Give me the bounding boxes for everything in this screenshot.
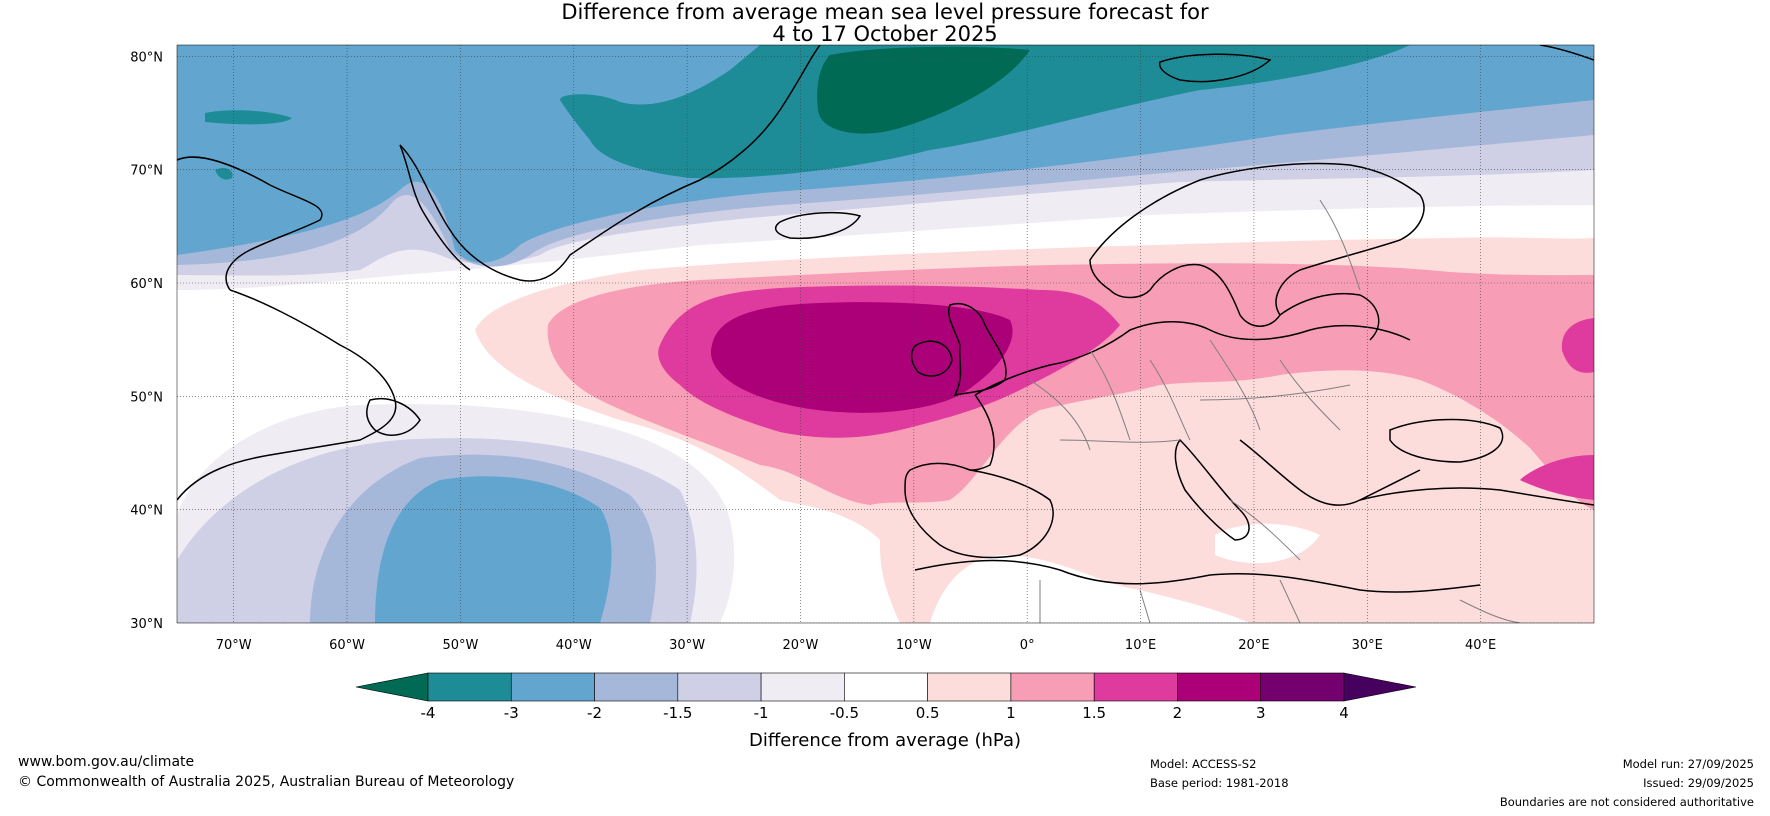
- footer-model: Model: ACCESS-S2: [1150, 757, 1257, 771]
- border-3: [1149, 359, 1191, 441]
- map-title-line-2: 4 to 17 October 2025: [772, 22, 998, 46]
- longitude-labels: 70°W 60°W 50°W 40°W 30°W 20°W 10°W 0° 10°E 20°E 30…: [216, 638, 1497, 653]
- colorbar-swatch: [1177, 672, 1262, 702]
- coast-greenland-west: [399, 144, 471, 271]
- latitude-label: 60°N: [130, 277, 163, 292]
- longitude-label: 30°E: [1352, 638, 1383, 653]
- latitude-label: 70°N: [130, 164, 163, 179]
- border-4: [1209, 339, 1261, 431]
- contour-minus-3: [560, 45, 1410, 179]
- border-8: [1319, 199, 1361, 291]
- coast-novaya: [1539, 45, 1594, 61]
- coast-italy: [1174, 438, 1250, 541]
- border-12: [1279, 579, 1301, 623]
- colorbar-tick-label: -3: [504, 704, 519, 722]
- footer-copyright: © Commonwealth of Australia 2025, Austra…: [18, 774, 515, 790]
- border-9: [1229, 499, 1301, 561]
- coast-france-west: [969, 394, 995, 471]
- border-13: [1459, 599, 1521, 623]
- coast-labrador: [177, 289, 397, 501]
- colorbar-swatch: [427, 672, 512, 702]
- colorbar-swatch: [844, 672, 928, 702]
- border-1: [1029, 379, 1091, 451]
- colorbar-tick-label: 1.5: [1082, 704, 1106, 722]
- footer-issued: Issued: 29/09/2025: [1643, 776, 1754, 790]
- colorbar-tick-label: -4: [421, 704, 436, 722]
- coast-europe-atlantic: [974, 321, 1411, 396]
- colorbar-tick-label: -2: [587, 704, 602, 722]
- latitude-label: 40°N: [130, 504, 163, 519]
- longitude-label: 60°W: [329, 638, 365, 653]
- contour-plus-1-5-east: [1561, 318, 1594, 373]
- latitude-label: 30°N: [130, 617, 163, 632]
- contour-plus-1-5-se: [1520, 455, 1594, 500]
- colorbar-swatch: [1093, 672, 1178, 702]
- colorbar-tick-label: -1.5: [663, 704, 692, 722]
- colorbar-tick-label: 4: [1339, 704, 1349, 722]
- graticule: [177, 45, 1594, 623]
- longitude-label: 50°W: [442, 638, 478, 653]
- contour-minus-3-small-2: [215, 167, 233, 180]
- border-2: [1089, 349, 1131, 441]
- pressure-anomaly-field: [177, 45, 1594, 623]
- footer-website: www.bom.gov.au/climate: [18, 754, 195, 770]
- map-title-line-1: Difference from average mean sea level p…: [561, 0, 1209, 24]
- coast-balkans: [1239, 439, 1421, 506]
- coast-black-sea: [1389, 418, 1504, 463]
- coast-turkey: [1359, 487, 1594, 506]
- coast-newfoundland: [365, 398, 421, 436]
- colorbar-tick-label: -0.5: [830, 704, 859, 722]
- map-panel: [176, 44, 1595, 624]
- longitude-label: 20°W: [783, 638, 819, 653]
- colorbar-swatch: [677, 672, 762, 702]
- colorbar-swatch: [594, 672, 679, 702]
- border-11: [1139, 589, 1151, 623]
- longitude-label: 40°W: [556, 638, 592, 653]
- colorbar-tick-label: 2: [1173, 704, 1183, 722]
- footer-base-period: Base period: 1981-2018: [1150, 776, 1289, 790]
- contour-minus-3-small: [205, 110, 292, 125]
- coast-baltic: [1279, 292, 1380, 341]
- coast-ireland: [910, 340, 953, 377]
- colorbar-extend-max: [1343, 672, 1417, 702]
- contour-minus-4: [817, 46, 1030, 134]
- colorbar-swatch: [1260, 672, 1345, 702]
- longitude-label: 0°: [1020, 638, 1035, 653]
- contour-plus-0-5-north-africa: [930, 555, 1250, 623]
- latitude-label: 80°N: [130, 50, 163, 65]
- colorbar: -4 -3 -2 -1.5 -1 -0.5 0.5 1 1.5 2 3 4: [355, 672, 1417, 722]
- latitude-label: 50°N: [130, 390, 163, 405]
- colorbar-tick-label: 1: [1006, 704, 1016, 722]
- coast-canada-arctic: [177, 156, 323, 291]
- colorbar-swatch: [760, 672, 845, 702]
- coast-north-africa: [914, 559, 1481, 593]
- coast-svalbard: [1158, 53, 1272, 83]
- footer-model-run: Model run: 27/09/2025: [1622, 757, 1754, 771]
- colorbar-swatch: [927, 672, 1012, 702]
- colorbar-extend-min: [355, 672, 429, 702]
- longitude-label: 30°W: [669, 638, 705, 653]
- latitude-labels: 80°N 70°N 60°N 50°N 40°N 30°N: [130, 50, 163, 632]
- border-5: [1279, 359, 1341, 431]
- colorbar-swatch: [1010, 672, 1095, 702]
- colorbar-label: Difference from average (hPa): [749, 730, 1021, 751]
- colorbar-swatch: [510, 672, 595, 702]
- colorbar-tick-label: -1: [754, 704, 769, 722]
- coast-scandinavia: [1089, 162, 1425, 327]
- longitude-label: 20°E: [1238, 638, 1269, 653]
- footer-disclaimer: Boundaries are not considered authoritat…: [1499, 795, 1754, 809]
- map-frame: [176, 44, 1595, 624]
- contour-plus-2: [710, 302, 1013, 413]
- longitude-label: 40°E: [1465, 638, 1496, 653]
- longitude-label: 10°E: [1125, 638, 1156, 653]
- colorbar-tick-label: 0.5: [916, 704, 940, 722]
- longitude-label: 10°W: [896, 638, 932, 653]
- coast-iceland: [774, 211, 862, 240]
- longitude-label: 70°W: [216, 638, 252, 653]
- border-6: [1059, 439, 1181, 443]
- colorbar-tick-label: 3: [1256, 704, 1266, 722]
- contour-minus-2-sw: [375, 476, 612, 623]
